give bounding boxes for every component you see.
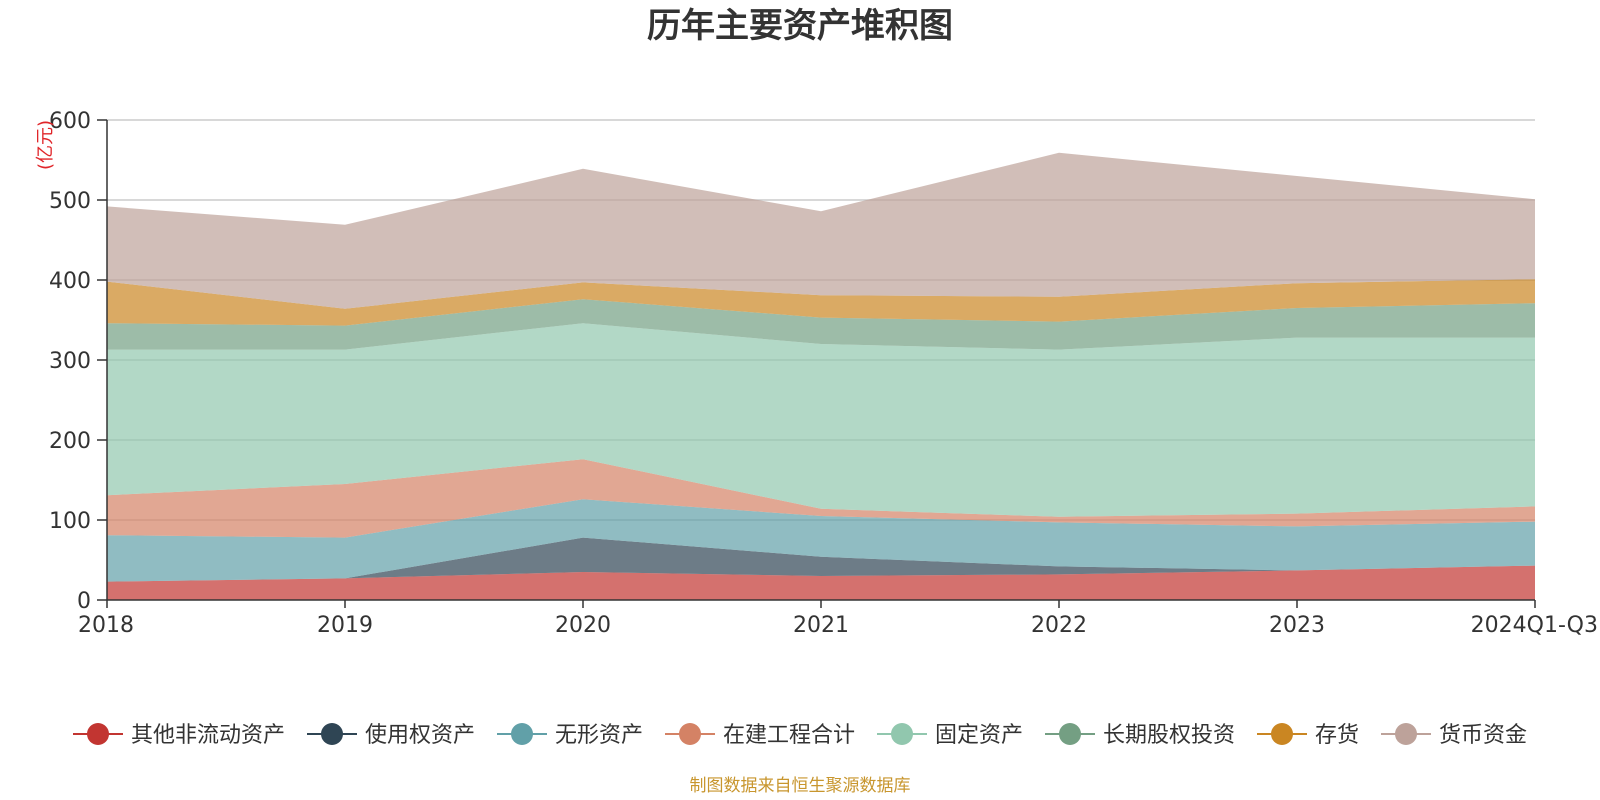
legend-marker <box>511 723 533 745</box>
x-tick-label: 2021 <box>793 613 849 638</box>
legend-marker <box>1395 723 1417 745</box>
area-6 <box>107 299 1535 350</box>
area-8 <box>107 152 1535 309</box>
legend-label: 使用权资产 <box>365 723 475 748</box>
area-7 <box>107 279 1535 326</box>
x-tick-label: 2020 <box>555 613 611 638</box>
legend-item[interactable]: 固定资产 <box>877 723 1023 748</box>
legend-label: 长期股权投资 <box>1103 723 1235 748</box>
area-4 <box>107 459 1535 538</box>
legend-label: 其他非流动资产 <box>131 723 285 748</box>
y-tick-label: 400 <box>49 269 91 294</box>
legend-label: 固定资产 <box>935 723 1023 748</box>
legend: 其他非流动资产 使用权资产 无形资产 在建工程合计 固定资产 长期股权投资 存货 货币资金 <box>73 723 1527 748</box>
legend-label: 货币资金 <box>1439 723 1527 748</box>
y-tick-label: 500 <box>49 189 91 214</box>
area-2 <box>107 537 1535 582</box>
legend-item[interactable]: 无形资产 <box>497 723 643 748</box>
legend-marker <box>321 723 343 745</box>
y-tick-label: 0 <box>77 589 91 614</box>
legend-marker <box>87 723 109 745</box>
legend-marker <box>891 723 913 745</box>
axes: 0 100 200 300 400 500 600 2018 2019 2020 2021 2022 2… <box>49 109 1598 638</box>
y-tick-label: 600 <box>49 109 91 134</box>
legend-item[interactable]: 长期股权投资 <box>1045 723 1235 748</box>
y-tick-label: 300 <box>49 349 91 374</box>
legend-marker <box>679 723 701 745</box>
area-1 <box>107 565 1535 600</box>
x-tick-label: 2022 <box>1031 613 1087 638</box>
x-tick-label: 2024Q1-Q3 <box>1471 613 1598 638</box>
area-series <box>107 152 1535 600</box>
y-unit-label: (亿元) <box>35 120 56 170</box>
source-note: 制图数据来自恒生聚源数据库 <box>690 776 911 796</box>
x-tick-label: 2023 <box>1269 613 1325 638</box>
y-tick-label: 100 <box>49 509 91 534</box>
legend-label: 存货 <box>1315 723 1359 748</box>
legend-marker <box>1059 723 1081 745</box>
legend-label: 无形资产 <box>555 723 643 748</box>
legend-item[interactable]: 使用权资产 <box>307 723 475 748</box>
legend-item[interactable]: 其他非流动资产 <box>73 723 285 748</box>
legend-marker <box>1271 723 1293 745</box>
y-tick-label: 200 <box>49 429 91 454</box>
legend-item[interactable]: 存货 <box>1257 723 1359 748</box>
x-tick-label: 2019 <box>317 613 373 638</box>
chart-title: 历年主要资产堆积图 <box>647 6 953 46</box>
area-3 <box>107 499 1535 582</box>
x-tick-label: 2018 <box>78 613 134 638</box>
area-5 <box>107 323 1535 517</box>
legend-item[interactable]: 货币资金 <box>1381 723 1527 748</box>
legend-item[interactable]: 在建工程合计 <box>665 723 855 748</box>
legend-label: 在建工程合计 <box>723 723 855 748</box>
